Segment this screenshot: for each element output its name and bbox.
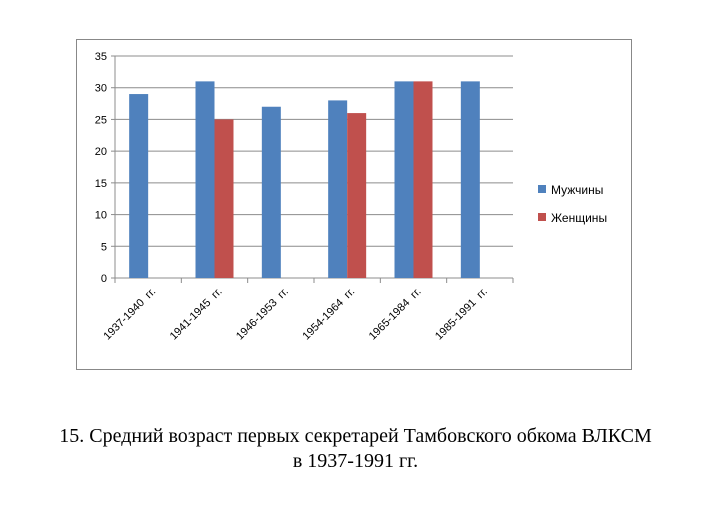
- y-tick-label: 20: [95, 146, 107, 158]
- bar-women: [347, 113, 367, 278]
- y-tick-label: 0: [101, 273, 107, 285]
- x-category-label: 1954-1964 гг.: [300, 286, 357, 343]
- x-category-label: 1937-1940 гг.: [101, 286, 158, 343]
- y-tick-label: 5: [101, 241, 107, 253]
- figure-caption-line-1: 15. Средний возраст первых секретарей Та…: [59, 425, 652, 447]
- bar-men: [195, 81, 215, 278]
- legend-label-women: Женщины: [551, 211, 607, 225]
- bar-men: [261, 106, 281, 278]
- bar-women: [413, 81, 433, 278]
- bar-women: [214, 119, 234, 278]
- x-category-label: 1965-1984 гг.: [367, 286, 424, 343]
- x-category-label: 1941-1945 гг.: [168, 286, 225, 343]
- x-category-label: 1946-1953 гг.: [234, 286, 291, 343]
- bar-men: [460, 81, 480, 278]
- bar-men: [328, 100, 348, 279]
- bar-men: [394, 81, 414, 278]
- figure-caption-line-2: в 1937-1991 гг.: [292, 450, 419, 472]
- y-tick-label: 30: [95, 83, 107, 95]
- y-tick-label: 25: [95, 114, 107, 126]
- y-tick-label: 35: [95, 51, 107, 63]
- legend-swatch-men: [538, 185, 546, 193]
- bar-men: [129, 94, 149, 278]
- legend-label-men: Мужчины: [551, 183, 603, 197]
- legend-swatch-women: [538, 213, 546, 221]
- y-tick-label: 10: [95, 210, 107, 222]
- y-tick-label: 15: [95, 178, 107, 190]
- x-category-label: 1985-1991 гг.: [433, 286, 490, 343]
